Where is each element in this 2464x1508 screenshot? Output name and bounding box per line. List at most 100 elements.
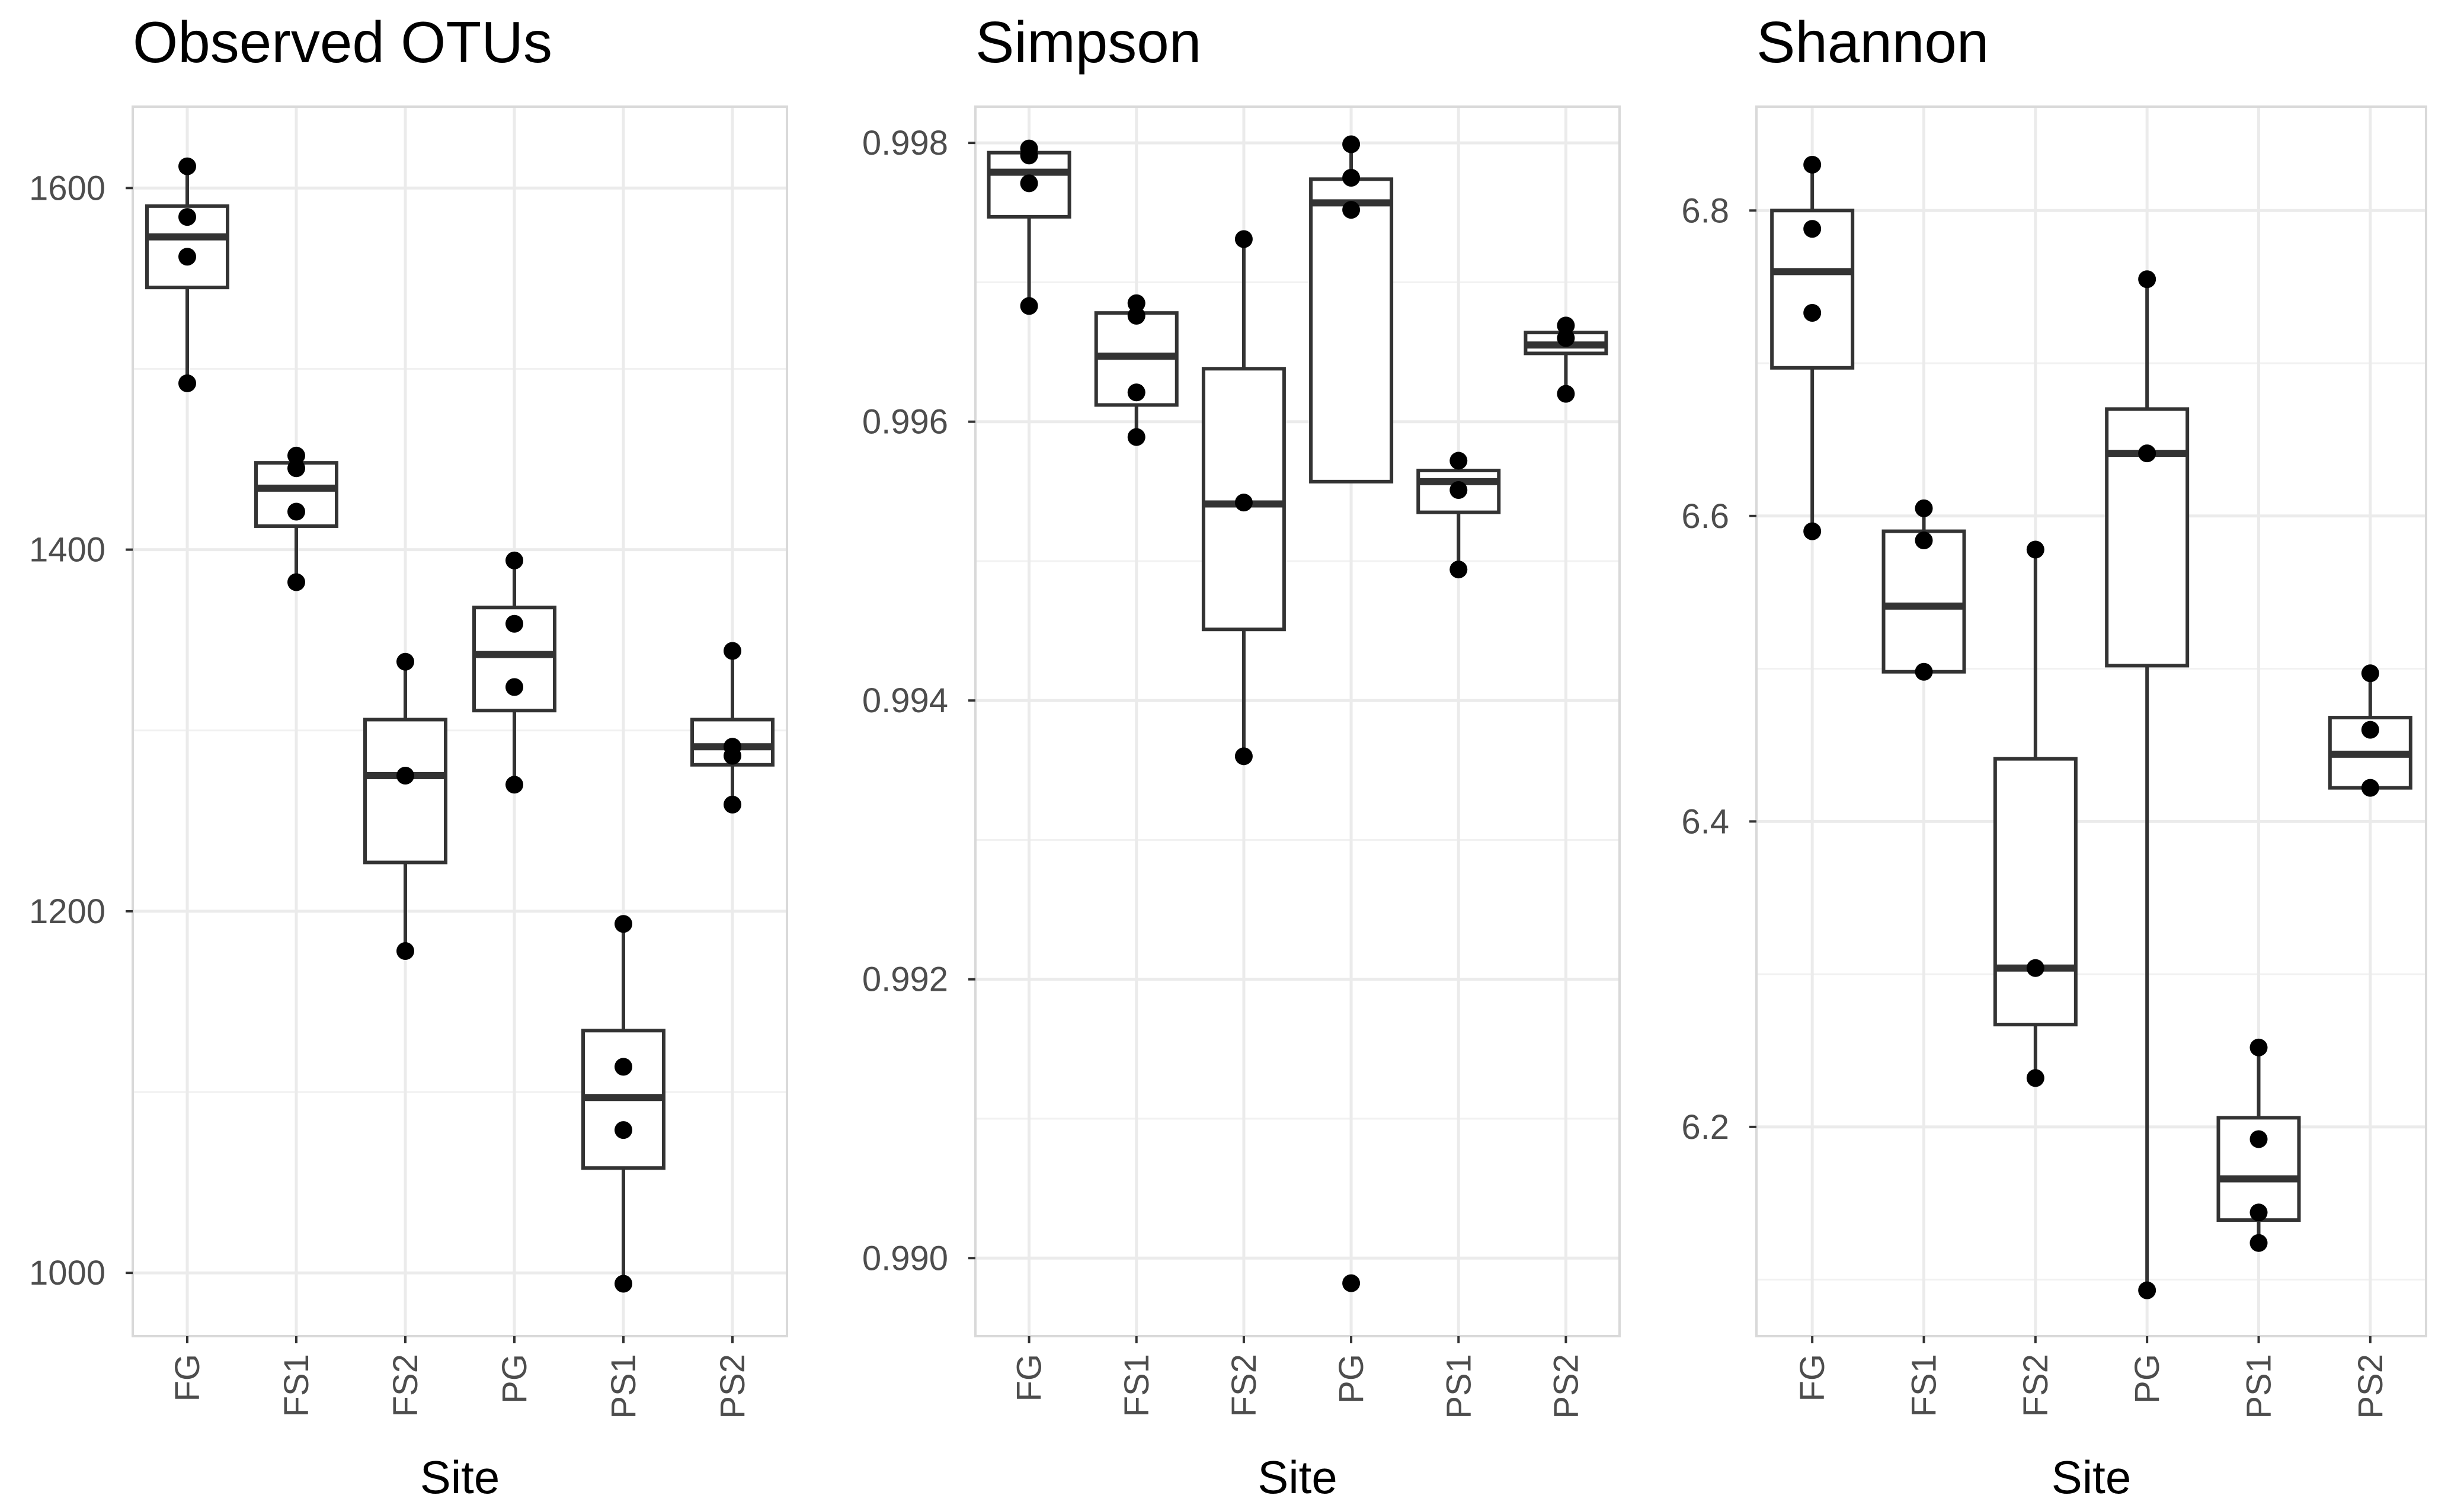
boxplot-PS2 <box>690 651 775 805</box>
data-point-PS2 <box>1557 316 1575 335</box>
data-point-FS1 <box>1915 532 1933 550</box>
panel-title: Shannon <box>1756 9 1989 75</box>
boxplot-FG <box>1770 164 1855 532</box>
y-tick-label: 0.994 <box>862 681 948 720</box>
box-iqr <box>1993 757 2078 1027</box>
data-point-FS1 <box>287 573 305 591</box>
boxplot-FS2 <box>1993 549 2078 1078</box>
data-point-FS1 <box>1915 499 1933 517</box>
data-point-FG <box>178 157 196 175</box>
data-point-PS1 <box>615 915 632 933</box>
data-point-PS1 <box>2249 1234 2268 1252</box>
panel-title: Observed OTUs <box>133 9 552 75</box>
y-tick-label: 6.6 <box>1681 497 1729 536</box>
data-point-FS1 <box>287 502 305 521</box>
x-tick-label: FS2 <box>1225 1354 1263 1417</box>
data-point-PS1 <box>2249 1130 2268 1148</box>
data-point-PS2 <box>724 747 741 765</box>
data-point-FS1 <box>287 446 305 465</box>
x-tick-label: PS2 <box>2351 1354 2390 1419</box>
x-tick-label: FS1 <box>277 1354 316 1417</box>
y-tick-label: 6.2 <box>1681 1108 1729 1147</box>
data-point-PS2 <box>1557 385 1575 403</box>
y-tick-label: 0.998 <box>862 124 948 162</box>
data-point-FS1 <box>1127 383 1145 402</box>
x-tick-label: PS2 <box>1547 1354 1585 1419</box>
data-point-PG <box>1342 135 1361 153</box>
x-tick-label: FS1 <box>1118 1354 1156 1417</box>
data-point-PS2 <box>1557 329 1575 347</box>
data-point-FG <box>1020 174 1038 193</box>
box-iqr <box>1309 177 1394 484</box>
x-tick-label: PG <box>495 1354 534 1404</box>
data-point-PG <box>1342 1274 1361 1292</box>
data-point-PG <box>2138 444 2156 463</box>
box-iqr <box>1881 529 1966 674</box>
data-point-FG <box>1020 297 1038 315</box>
panel-2: 6.2 6.4 6.6 6.8 FG FS1 FS2 PG PS1 PS2 Shannon Site <box>1681 9 2427 1503</box>
box-iqr <box>363 718 447 865</box>
x-tick-label: PS1 <box>2240 1354 2279 1419</box>
y-tick-label: 6.8 <box>1681 191 1729 230</box>
data-point-PS2 <box>2361 779 2379 797</box>
data-point-FS2 <box>1234 494 1253 512</box>
data-point-PS2 <box>2361 721 2379 739</box>
data-point-PS1 <box>1449 452 1468 470</box>
x-tick-label: FS2 <box>2017 1354 2055 1417</box>
panel-border <box>132 105 788 1337</box>
x-axis-title: Site <box>420 1451 500 1503</box>
data-point-FS2 <box>396 942 414 960</box>
data-point-FG <box>1803 220 1822 238</box>
data-point-PS1 <box>2249 1038 2268 1056</box>
data-point-FG <box>1803 303 1822 322</box>
x-tick-label: FG <box>1793 1354 1832 1402</box>
data-point-FS1 <box>1915 662 1933 681</box>
data-point-FS1 <box>1127 428 1145 446</box>
boxplot-FS2 <box>363 661 447 952</box>
boxplot-PG <box>472 560 556 785</box>
x-tick-label: PG <box>1332 1354 1371 1404</box>
panel-border <box>1755 105 2427 1337</box>
y-tick-label: 6.4 <box>1681 802 1729 841</box>
panel-border <box>974 105 1621 1337</box>
boxplot-FS1 <box>1881 508 1966 674</box>
data-point-FG <box>1803 155 1822 174</box>
panel-0: 1000 1200 1400 1600 FG FS1 FS2 PG PS1 PS2 Observed… <box>29 9 788 1503</box>
boxplot-FG <box>145 166 229 383</box>
data-point-PG <box>1342 201 1361 219</box>
x-tick-label: PS1 <box>1439 1354 1478 1419</box>
data-point-FG <box>178 208 196 226</box>
x-tick-label: PG <box>2128 1354 2167 1404</box>
x-tick-label: FS1 <box>1905 1354 1944 1417</box>
data-point-PS1 <box>615 1058 632 1076</box>
data-point-FG <box>1020 146 1038 165</box>
panel-title: Simpson <box>975 9 1201 75</box>
y-tick-label: 0.996 <box>862 403 948 441</box>
data-point-FS2 <box>1234 230 1253 248</box>
y-tick-label: 0.990 <box>862 1239 948 1278</box>
data-point-FS1 <box>1127 306 1145 325</box>
data-point-FG <box>178 248 196 266</box>
data-point-PS2 <box>724 795 741 814</box>
data-point-PG <box>505 776 523 794</box>
data-point-PG <box>505 614 523 633</box>
y-tick-label: 1400 <box>29 531 105 569</box>
data-point-FS2 <box>396 652 414 671</box>
data-point-PG <box>505 551 523 569</box>
data-point-FS2 <box>396 767 414 785</box>
data-point-FS1 <box>287 459 305 478</box>
x-axis-title: Site <box>2052 1451 2131 1503</box>
data-point-PG <box>1342 168 1361 187</box>
boxplot-PS1 <box>1416 460 1501 570</box>
x-tick-label: PS1 <box>604 1354 643 1419</box>
data-point-FS2 <box>1234 747 1253 766</box>
x-tick-label: PS2 <box>713 1354 752 1419</box>
data-point-FS1 <box>1127 294 1145 312</box>
data-point-PG <box>2138 1281 2156 1299</box>
y-tick-label: 1600 <box>29 169 105 207</box>
x-tick-label: FS2 <box>386 1354 425 1417</box>
data-point-FS2 <box>2026 1069 2044 1087</box>
data-point-PS1 <box>1449 561 1468 579</box>
x-tick-label: FG <box>168 1354 207 1402</box>
